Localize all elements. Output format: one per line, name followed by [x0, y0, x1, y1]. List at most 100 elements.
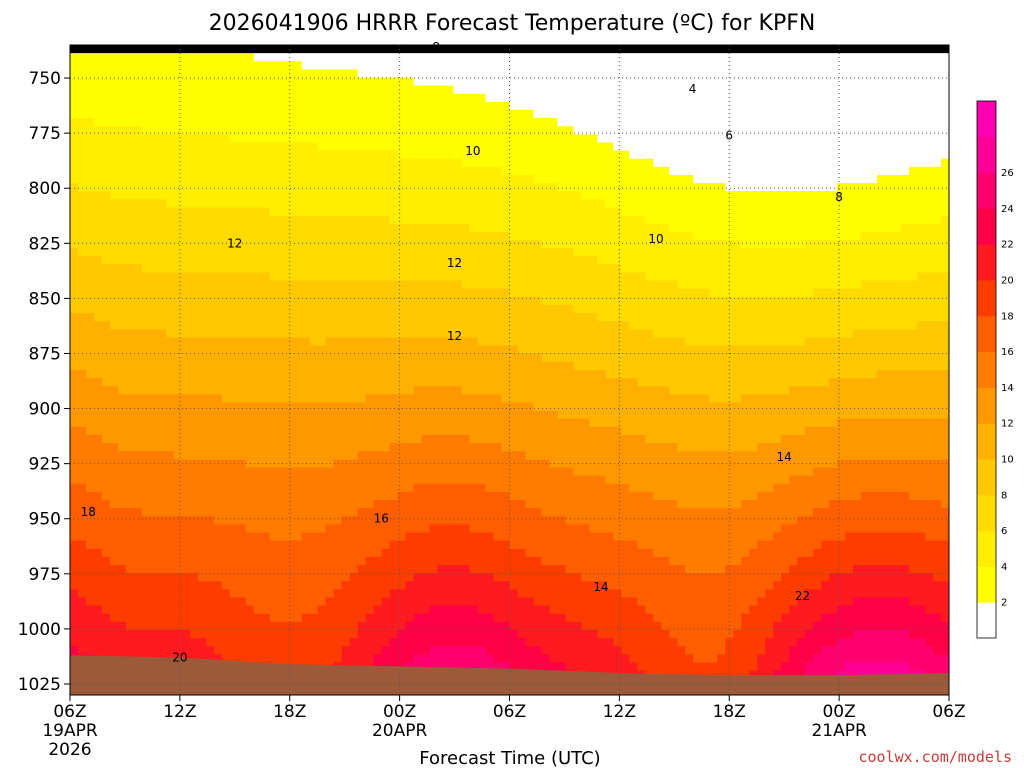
field-cell: [373, 386, 383, 395]
field-cell: [349, 240, 359, 249]
field-cell: [70, 321, 79, 330]
field-cell: [517, 264, 527, 274]
field-cell: [725, 126, 734, 135]
field-cell: [149, 361, 159, 371]
field-cell: [293, 386, 303, 395]
field-cell: [157, 410, 167, 420]
field-cell: [341, 215, 351, 225]
field-cell: [373, 256, 383, 265]
field-cell: [821, 215, 830, 225]
field-cell: [205, 207, 215, 217]
field-cell: [517, 353, 527, 363]
field-cell: [581, 305, 591, 314]
field-cell: [237, 337, 247, 347]
field-cell: [837, 77, 846, 87]
field-cell: [621, 85, 630, 95]
field-cell: [709, 134, 718, 144]
field-cell: [165, 370, 175, 379]
field-cell: [573, 199, 583, 209]
field-cell: [405, 345, 415, 355]
field-cell: [141, 207, 151, 217]
field-cell: [453, 256, 463, 265]
field-cell: [453, 280, 463, 290]
field-cell: [461, 199, 471, 209]
field-cell: [477, 215, 487, 225]
field-cell: [277, 175, 287, 184]
field-cell: [277, 61, 287, 70]
field-cell: [797, 69, 806, 79]
field-cell: [165, 231, 175, 241]
field-cell: [493, 248, 503, 257]
field-cell: [613, 288, 622, 298]
field-cell: [381, 199, 391, 209]
field-cell: [581, 345, 591, 355]
field-cell: [501, 118, 511, 127]
field-cell: [301, 329, 311, 339]
field-cell: [637, 215, 646, 225]
field-cell: [637, 305, 646, 314]
field-cell: [869, 142, 878, 152]
field-cell: [845, 329, 854, 339]
field-cell: [197, 215, 207, 225]
field-cell: [325, 345, 335, 355]
field-cell: [829, 353, 838, 363]
field-cell: [101, 191, 111, 200]
field-cell: [645, 110, 654, 119]
field-cell: [245, 85, 255, 95]
field-cell: [509, 61, 519, 70]
field-cell: [573, 53, 583, 62]
field-cell: [461, 353, 471, 363]
field-cell: [125, 53, 135, 62]
field-cell: [909, 402, 918, 412]
field-cell: [805, 370, 814, 379]
field-cell: [445, 191, 455, 200]
field-cell: [589, 353, 598, 363]
field-cell: [269, 248, 279, 257]
field-cell: [581, 321, 591, 330]
field-cell: [509, 77, 519, 87]
field-cell: [245, 223, 255, 233]
field-cell: [645, 305, 654, 314]
field-cell: [93, 53, 103, 62]
field-cell: [661, 402, 670, 412]
field-cell: [365, 150, 375, 160]
field-cell: [549, 142, 559, 152]
field-cell: [429, 61, 439, 70]
field-cell: [293, 110, 303, 119]
field-cell: [933, 305, 942, 314]
field-cell: [541, 77, 551, 87]
field-cell: [237, 85, 247, 95]
field-cell: [813, 61, 822, 70]
field-cell: [445, 313, 455, 322]
field-cell: [253, 361, 263, 371]
field-cell: [341, 361, 351, 371]
field-cell: [277, 134, 287, 144]
field-cell: [357, 77, 367, 87]
field-cell: [93, 256, 103, 265]
field-cell: [581, 61, 591, 70]
field-cell: [70, 166, 79, 176]
field-cell: [453, 142, 463, 152]
field-cell: [853, 199, 862, 209]
field-cell: [725, 118, 734, 127]
field-cell: [637, 175, 646, 184]
field-cell: [189, 61, 199, 70]
field-cell: [357, 337, 367, 347]
field-cell: [301, 264, 311, 274]
field-cell: [877, 175, 886, 184]
field-cell: [165, 378, 175, 387]
field-cell: [941, 345, 949, 355]
field-cell: [141, 386, 151, 395]
field-cell: [781, 110, 790, 119]
field-cell: [525, 272, 535, 282]
field-cell: [685, 361, 694, 371]
field-cell: [261, 231, 271, 241]
field-cell: [165, 361, 175, 371]
field-cell: [893, 386, 902, 395]
field-cell: [149, 264, 159, 274]
field-cell: [461, 223, 471, 233]
field-cell: [605, 126, 614, 135]
field-cell: [341, 231, 351, 241]
field-cell: [837, 183, 846, 192]
